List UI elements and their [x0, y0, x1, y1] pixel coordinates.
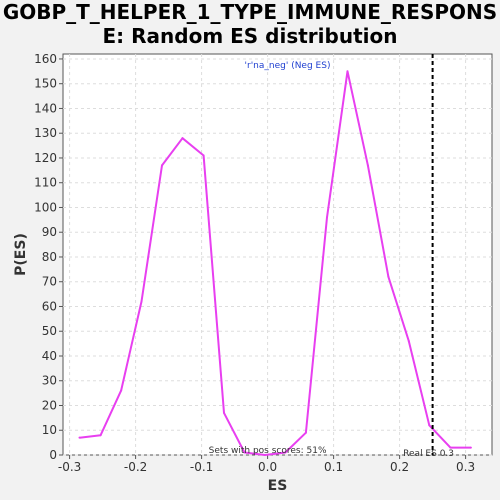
- data-point: [78, 436, 81, 439]
- y-tick-label: 160: [34, 52, 57, 66]
- x-tick-label: 0.3: [456, 460, 475, 474]
- data-point: [140, 300, 143, 303]
- data-point: [387, 275, 390, 278]
- data-point: [428, 424, 431, 427]
- data-point: [181, 137, 184, 140]
- grid: [63, 54, 492, 456]
- plot-area: [62, 53, 493, 456]
- data-point: [346, 70, 349, 73]
- y-tick-label: 30: [42, 374, 57, 388]
- legend-entry: 'r'na_neg' (Neg ES): [245, 61, 331, 71]
- x-axis: -0.3 -0.2 -0.1 0.0 0.1 0.2 0.3: [58, 455, 475, 474]
- data-point: [304, 431, 307, 434]
- data-point: [202, 154, 205, 157]
- y-tick-label: 60: [42, 299, 57, 313]
- series-line: [79, 70, 471, 456]
- y-tick-label: 80: [42, 250, 57, 264]
- x-tick-label: -0.3: [58, 460, 81, 474]
- x-tick-label: 0.0: [258, 460, 277, 474]
- data-point: [263, 454, 266, 456]
- data-point: [161, 164, 163, 167]
- y-tick-label: 150: [34, 77, 57, 91]
- y-axis: 0 10 20 30 40 50 60 70 80 90 100 110 120 130 140 150 160: [34, 52, 63, 462]
- y-tick-label: 40: [42, 349, 57, 363]
- x-tick-label: 0.2: [390, 460, 409, 474]
- series-layer: [78, 70, 472, 456]
- y-tick-label: 120: [34, 151, 57, 165]
- data-point: [469, 446, 472, 449]
- data-point: [284, 451, 287, 454]
- x-tick-label: -0.1: [190, 460, 213, 474]
- y-tick-label: 20: [42, 398, 57, 412]
- data-point: [449, 446, 452, 449]
- data-point: [366, 164, 369, 167]
- y-tick-label: 110: [34, 176, 57, 190]
- chart-title-line-1: GOBP_T_HELPER_1_TYPE_IMMUNE_RESPONS: [2, 0, 498, 24]
- y-tick-label: 50: [42, 324, 57, 338]
- y-tick-label: 10: [42, 423, 57, 437]
- x-tick-label: -0.2: [124, 460, 147, 474]
- data-point: [223, 411, 226, 414]
- x-tick-label: 0.1: [324, 460, 343, 474]
- y-tick-label: 130: [34, 126, 57, 140]
- data-point: [120, 389, 123, 392]
- data-point: [99, 434, 102, 437]
- pos-scores-annotation: Sets with pos scores: 51%: [209, 446, 327, 456]
- y-tick-label: 0: [49, 448, 57, 462]
- data-point: [326, 216, 328, 219]
- x-axis-label: ES: [268, 478, 288, 494]
- y-tick-label: 100: [34, 200, 57, 214]
- real-es-label: Real ES 0.3: [403, 449, 454, 459]
- data-point: [243, 451, 246, 454]
- y-tick-label: 70: [42, 275, 57, 289]
- y-axis-label: P(ES): [13, 233, 29, 276]
- y-tick-label: 90: [42, 225, 57, 239]
- chart-title: GOBP_T_HELPER_1_TYPE_IMMUNE_RESPONS E: R…: [0, 0, 500, 48]
- data-point: [407, 340, 410, 343]
- y-tick-label: 140: [34, 101, 57, 115]
- chart-title-line-2: E: Random ES distribution: [102, 24, 398, 48]
